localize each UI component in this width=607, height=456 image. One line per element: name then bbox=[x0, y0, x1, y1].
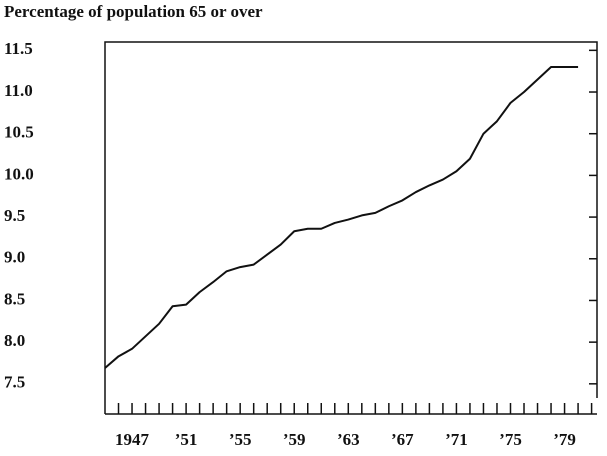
chart-title: Percentage of population 65 or over bbox=[4, 2, 263, 21]
y-tick-label: 9.5 bbox=[4, 206, 25, 225]
y-tick-label: 11.0 bbox=[4, 81, 33, 100]
data-line bbox=[104, 66, 579, 369]
plot-frame bbox=[104, 41, 598, 414]
y-tick-label: 7.5 bbox=[4, 373, 25, 392]
y-tick-label: 11.5 bbox=[4, 39, 33, 58]
y-tick-label: 8.0 bbox=[4, 331, 25, 350]
x-tick-label: ’79 bbox=[553, 430, 576, 449]
x-tick-label: ’67 bbox=[391, 430, 414, 449]
y-tick-label: 10.0 bbox=[4, 164, 34, 183]
x-tick-label: 1947 bbox=[115, 430, 150, 449]
x-tick-label: ’71 bbox=[445, 430, 468, 449]
y-tick-label: 9.0 bbox=[4, 248, 25, 267]
x-tick-label: ’55 bbox=[229, 430, 252, 449]
y-tick-label: 8.5 bbox=[4, 289, 25, 308]
x-tick-label: ’75 bbox=[499, 430, 522, 449]
x-tick-label: ’59 bbox=[283, 430, 306, 449]
x-tick-label: ’63 bbox=[337, 430, 360, 449]
x-tick-label: ’51 bbox=[175, 430, 198, 449]
y-tick-label: 10.5 bbox=[4, 123, 34, 142]
